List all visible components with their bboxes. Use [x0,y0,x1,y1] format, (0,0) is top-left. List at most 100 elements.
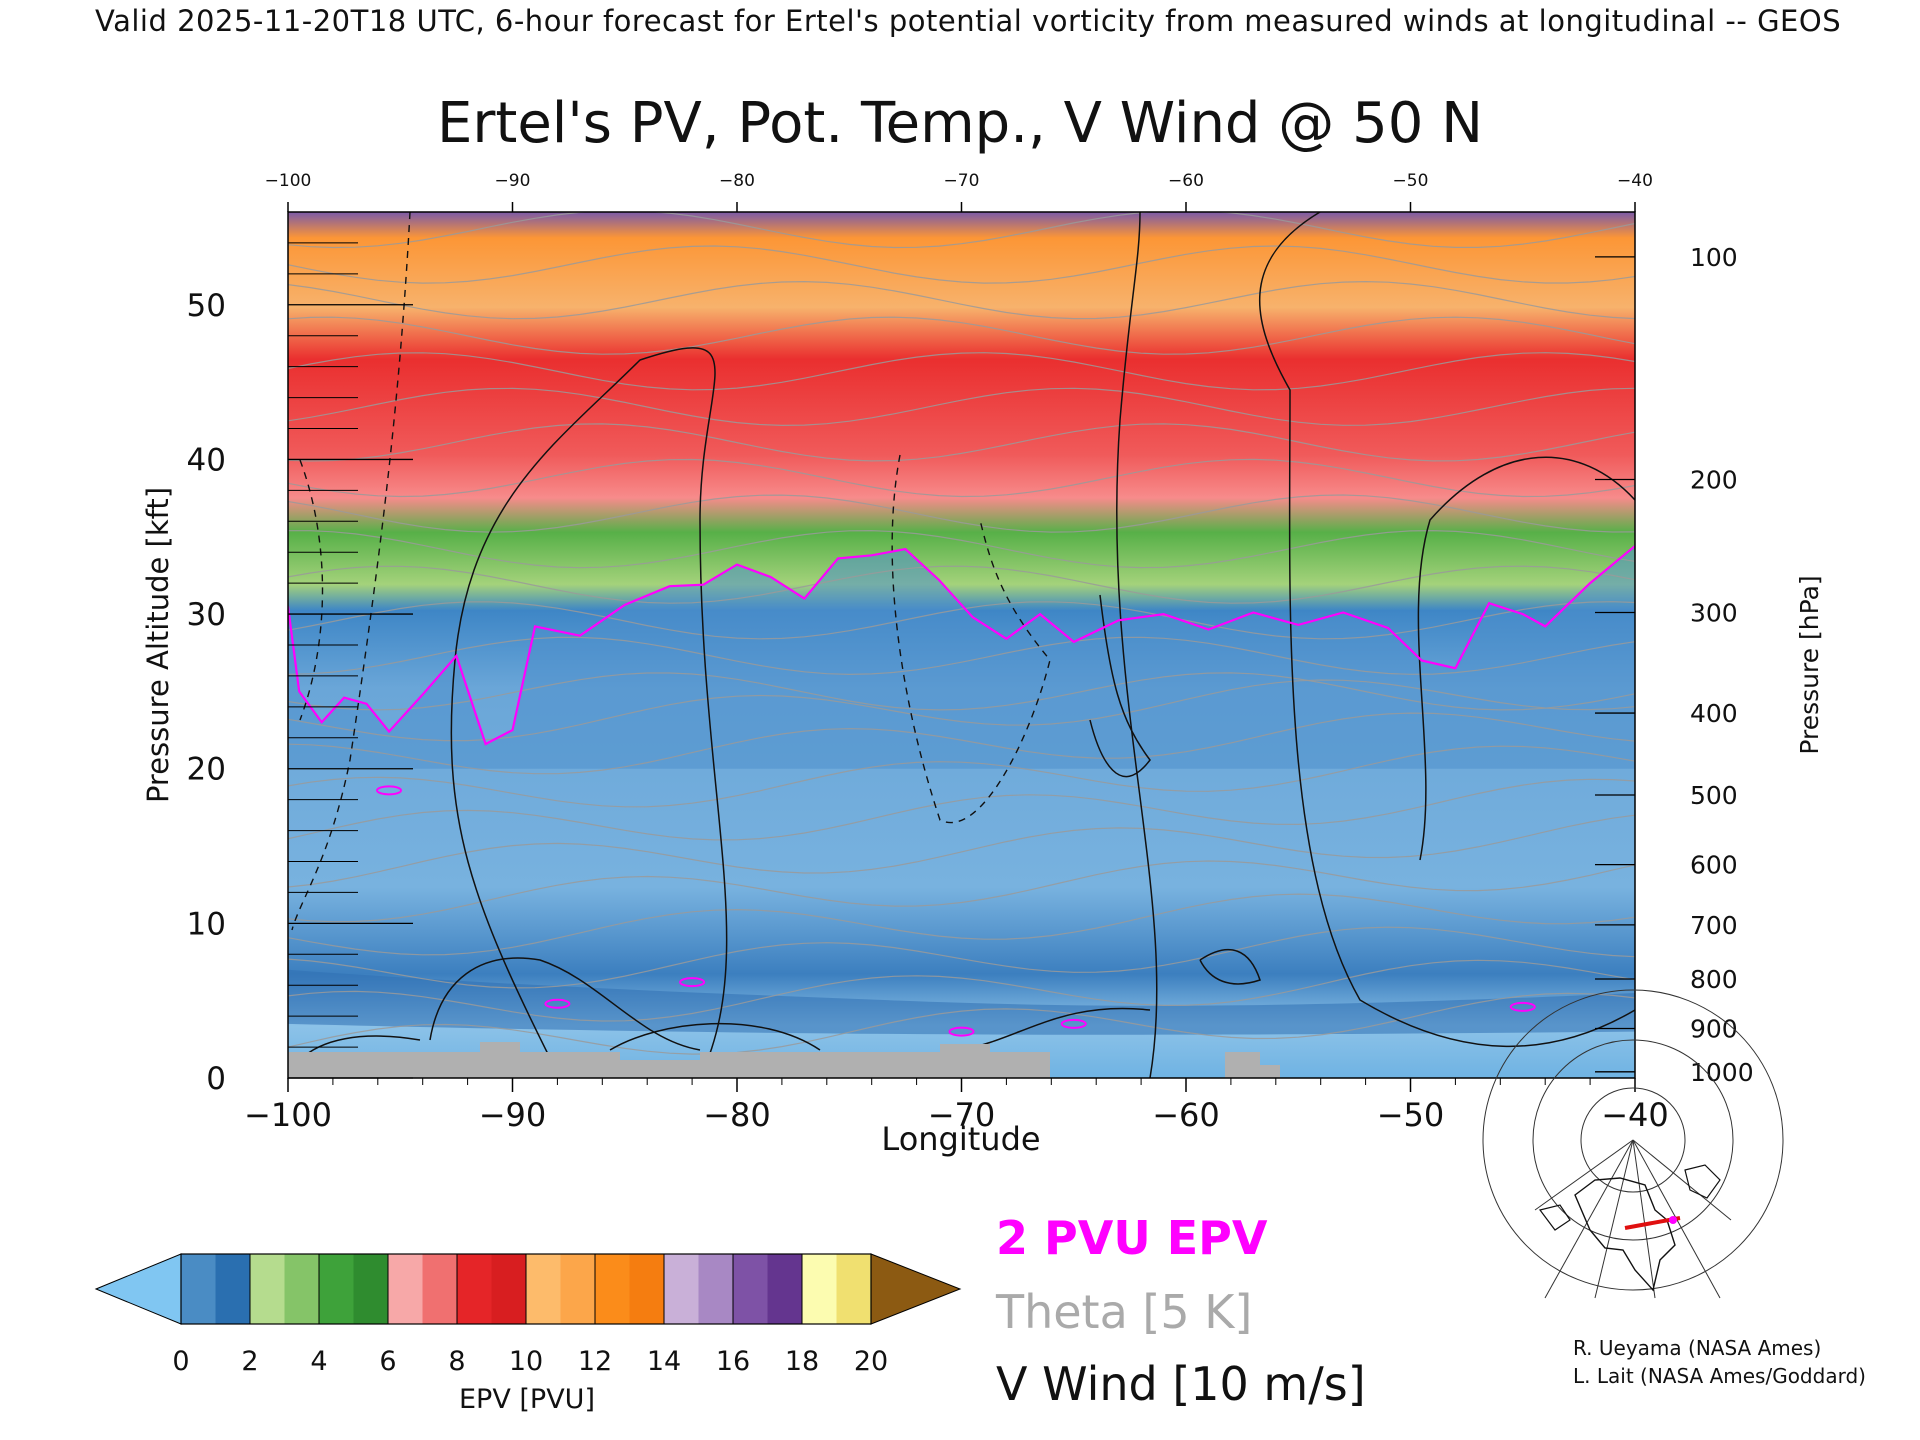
x-top-tick-label: −60 [1168,171,1204,191]
x-tick-label: −80 [703,1096,771,1134]
pressure-tick-label: 300 [1690,599,1738,628]
surface-topography [1225,1052,1280,1078]
theta-contour [288,212,1635,249]
x-tick-label: −70 [928,1096,996,1134]
y-tick-label: 10 [187,906,226,942]
x-top-tick-label: −40 [1617,171,1653,191]
theta-contour [288,494,1635,533]
colorbar-segment [388,1254,423,1324]
theta-contour [288,245,1635,284]
y-tick-label: 20 [187,752,226,788]
y-tick-label: 40 [187,442,226,478]
low-level-epv-band [288,969,1635,1035]
y2-axis-label: Pressure [hPa] [1795,575,1824,754]
x-axis-label: Longitude [881,1120,1040,1158]
y-tick-label: 30 [187,597,226,633]
colorbar-tick-label: 8 [448,1346,465,1377]
theta-contour [288,636,1635,676]
colorbar-segment [698,1254,734,1324]
x-tick-label: −60 [1152,1096,1220,1134]
pressure-tick-label: 1000 [1690,1058,1754,1087]
locator-globe-map [1482,989,1784,1299]
theta-contour [288,926,1635,989]
colorbar-tick-label: 18 [785,1346,819,1377]
colorbar-segment [353,1254,389,1324]
credit-line-1: R. Ueyama (NASA Ames) [1573,1336,1822,1360]
legend-2pvu: 2 PVU EPV [996,1211,1268,1265]
x-tick-label: −40 [1601,1096,1669,1134]
colorbar-segment [526,1254,561,1324]
axes: −100 −100 −90 −90 −80 −80 −70 −70 −60 −60 −50 −50 −4… [187,171,1754,1134]
colorbar-segment [491,1254,527,1324]
surface-topography [288,1042,1050,1078]
v-wind-contour [1089,594,1151,778]
pressure-tick-label: 500 [1690,781,1738,810]
colorbar-tick-label: 4 [310,1346,327,1377]
colorbar-over-arrow [870,1253,962,1325]
pressure-tick-label: 700 [1690,911,1738,940]
credit-line-2: L. Lait (NASA Ames/Goddard) [1573,1364,1866,1388]
pressure-tick-label: 200 [1690,466,1738,495]
y-axis-label: Pressure Altitude [kft] [141,487,175,803]
epv-2pvu-feature [679,977,706,988]
x-top-tick-label: −80 [719,171,755,191]
epv-2pvu-feature [1509,1001,1536,1012]
v-wind-contour-negative [891,454,1051,824]
colorbar-segment [664,1254,699,1324]
theta-contour [288,565,1635,604]
theta-contour [288,778,1635,841]
x-tick-label: −100 [244,1096,332,1134]
colorbar-tick-label: 6 [379,1346,396,1377]
colorbar-segment [560,1254,596,1324]
theta-contour [288,860,1635,923]
x-tick-label: −50 [1377,1096,1445,1134]
colorbar-segment [181,1254,216,1324]
colorbar-tick-label: 12 [578,1346,612,1377]
colorbar-tick-label: 0 [172,1346,189,1377]
theta-contour [288,529,1635,569]
y-tick-label: 0 [206,1061,226,1097]
pressure-tick-label: 400 [1690,699,1738,728]
colorbar-segment [802,1254,837,1324]
colorbar-segment [284,1254,320,1324]
chart-title: Ertel's PV, Pot. Temp., V Wind @ 50 N [437,91,1483,156]
theta-contour [288,601,1635,640]
theta-contour [288,893,1635,956]
epv-2pvu-feature [376,785,403,796]
colorbar-segment [733,1254,768,1324]
epv-2pvu-feature [544,998,571,1009]
v-wind-contour [1115,212,1158,1078]
y-tick-label: 50 [187,288,226,324]
colorbar-segment [422,1254,458,1324]
pressure-tick-label: 800 [1690,965,1738,994]
pressure-tick-label: 600 [1690,851,1738,880]
colorbar-tick-label: 14 [647,1346,681,1377]
legend-vwind: V Wind [10 m/s] [996,1357,1366,1411]
v-wind-contour [1199,949,1261,985]
theta-contour [288,959,1635,1022]
colorbar-segment [629,1254,665,1324]
colorbar-label: EPV [PVU] [459,1384,595,1415]
x-tick-label: −90 [479,1096,547,1134]
colorbar-segment [319,1254,354,1324]
v-wind-contour-negative [291,212,411,931]
colorbar-segment [595,1254,630,1324]
epv-2pvu-feature [1060,1018,1087,1029]
theta-contour [288,745,1635,808]
theta-contour [288,423,1635,462]
pressure-tick-label: 100 [1690,243,1738,272]
v-wind-contour [429,957,701,1051]
theta-contour [288,387,1635,427]
colorbar-segment [836,1254,872,1324]
x-top-tick-label: −90 [495,171,531,191]
colorbar: 0 2 4 6 8 10 12 14 16 18 20 [94,1253,962,1377]
colorbar-tick-label: 16 [716,1346,750,1377]
theta-contour [288,316,1635,355]
x-top-tick-label: −100 [265,171,312,191]
theta-contour [288,280,1635,320]
troposphere-fill [288,546,1635,769]
theta-contour [288,992,1635,1055]
theta-contour [288,712,1635,775]
